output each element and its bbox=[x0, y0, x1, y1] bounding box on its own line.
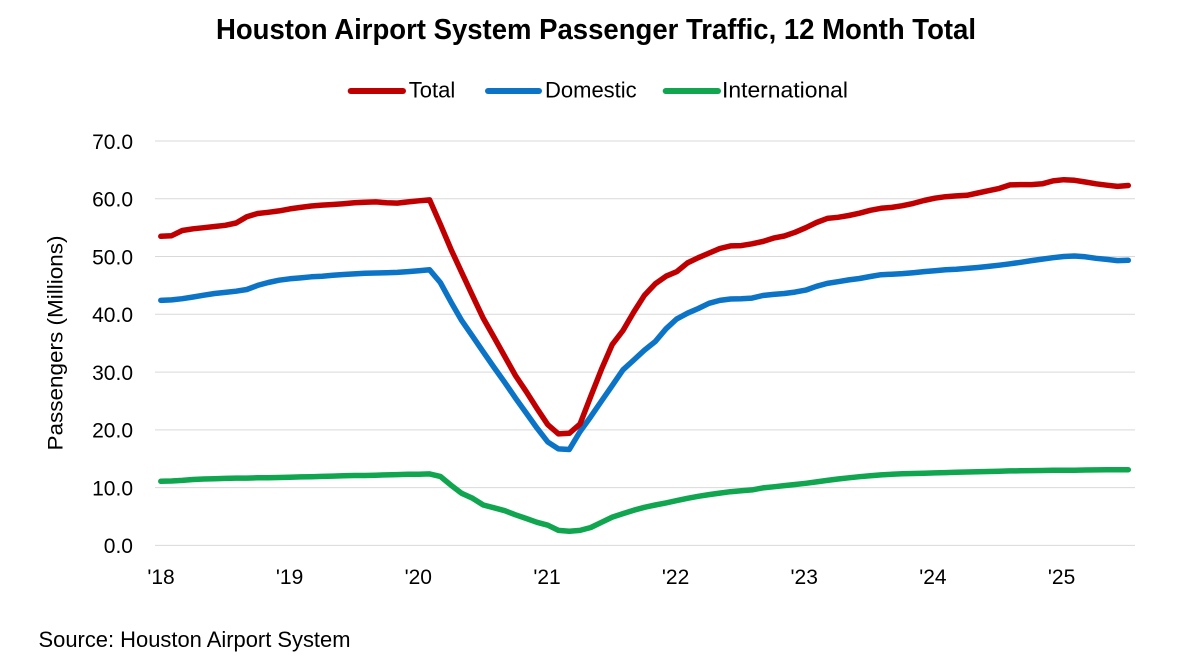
svg-text:Passengers (Millions): Passengers (Millions) bbox=[44, 236, 68, 451]
svg-text:'24: '24 bbox=[919, 566, 947, 589]
svg-text:Source: Houston Airport System: Source: Houston Airport System bbox=[39, 627, 351, 652]
svg-text:'22: '22 bbox=[662, 566, 689, 589]
svg-text:Domestic: Domestic bbox=[545, 78, 637, 103]
svg-text:10.0: 10.0 bbox=[92, 477, 133, 500]
svg-text:Total: Total bbox=[409, 78, 455, 103]
svg-text:60.0: 60.0 bbox=[92, 189, 133, 212]
svg-text:0.0: 0.0 bbox=[104, 535, 133, 558]
svg-text:Houston Airport System Passeng: Houston Airport System Passenger Traffic… bbox=[216, 14, 976, 46]
svg-text:'18: '18 bbox=[147, 566, 174, 589]
svg-text:50.0: 50.0 bbox=[92, 246, 133, 269]
svg-text:'25: '25 bbox=[1048, 566, 1075, 589]
svg-text:'20: '20 bbox=[405, 566, 432, 589]
svg-text:70.0: 70.0 bbox=[92, 131, 133, 154]
svg-text:20.0: 20.0 bbox=[92, 420, 133, 443]
svg-text:30.0: 30.0 bbox=[92, 362, 133, 385]
svg-text:'23: '23 bbox=[791, 566, 818, 589]
svg-text:International: International bbox=[722, 78, 848, 103]
svg-text:'21: '21 bbox=[533, 566, 560, 589]
svg-text:40.0: 40.0 bbox=[92, 304, 133, 327]
svg-text:'19: '19 bbox=[276, 566, 303, 589]
